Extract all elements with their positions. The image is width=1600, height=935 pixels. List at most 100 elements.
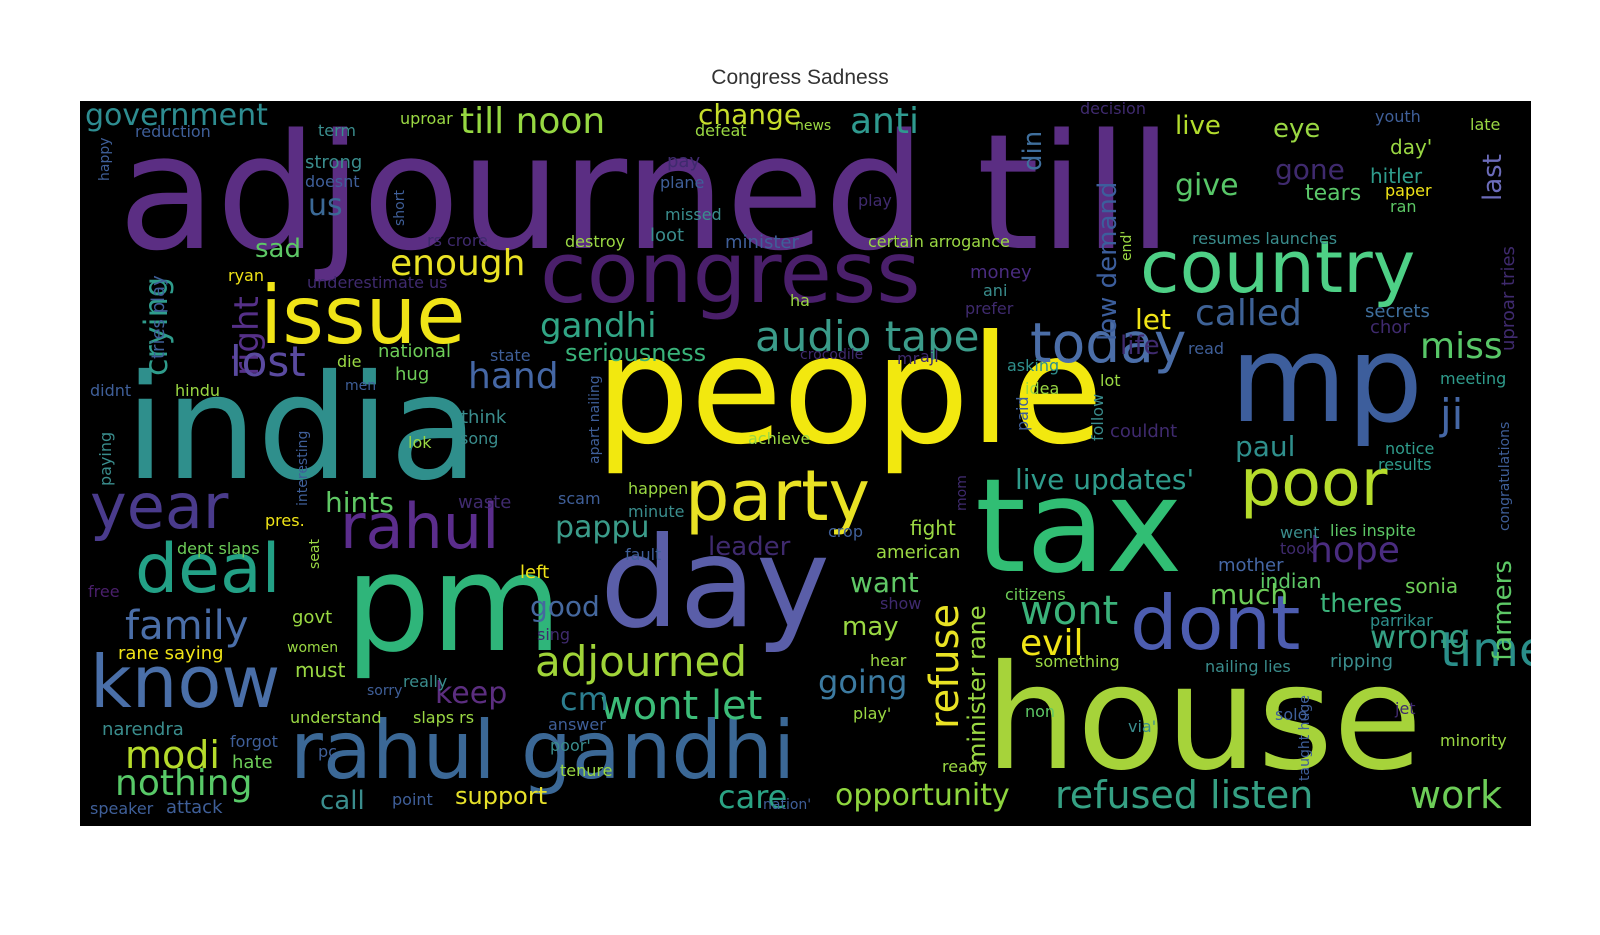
cloud-word: minute [628, 502, 685, 521]
cloud-word: ani [983, 281, 1008, 300]
cloud-word: sonia [1405, 574, 1459, 598]
cloud-word: mp [1230, 311, 1424, 450]
cloud-word: lok [408, 433, 432, 452]
cloud-word: anti [850, 101, 919, 142]
cloud-word: minority [1440, 731, 1507, 750]
cloud-word: ajl [920, 347, 939, 366]
cloud-word: lies inspite [1330, 521, 1416, 540]
cloud-word: rahul [340, 490, 500, 563]
cloud-word: country [1140, 225, 1416, 309]
cloud-word: scam [558, 489, 601, 508]
cloud-word: play' [853, 704, 892, 723]
cloud-word: achieve [748, 429, 811, 448]
cloud-word: year [90, 470, 229, 543]
cloud-word: tax [975, 450, 1183, 602]
cloud-word: prefer [965, 299, 1014, 318]
cloud-word: gandhi [540, 306, 657, 346]
cloud-word: govt [292, 607, 333, 628]
cloud-word: adjourned [535, 637, 748, 686]
cloud-word: refuse [922, 603, 968, 729]
cloud-word: news [795, 118, 832, 134]
cloud-word: pay [667, 151, 701, 172]
cloud-word: government [85, 101, 268, 133]
cloud-word: jet [1395, 699, 1416, 718]
cloud-word: apart nailing [587, 375, 603, 464]
cloud-word: house [985, 634, 1423, 803]
cloud-word: something [1035, 652, 1120, 671]
cloud-word: national [378, 341, 451, 362]
cloud-word: give [1175, 168, 1239, 203]
cloud-word: must [295, 658, 346, 682]
cloud-word: nailing lies [1205, 657, 1291, 676]
cloud-word: tenure [560, 761, 613, 780]
cloud-word: called [1195, 293, 1302, 334]
cloud-word: sing [537, 625, 571, 644]
cloud-word: want [850, 566, 919, 599]
cloud-word: think [461, 407, 507, 428]
cloud-word: ha [790, 291, 810, 310]
cloud-word: sad [255, 234, 301, 264]
cloud-word: evil [1020, 623, 1084, 664]
cloud-word: indian [1260, 569, 1322, 593]
cloud-word: attack [166, 797, 223, 818]
cloud-word: hitler [1370, 164, 1423, 188]
cloud-word: citizens [1005, 585, 1066, 604]
cloud-word: late [1470, 115, 1501, 134]
cloud-word: resumes launches [1192, 229, 1338, 248]
cloud-word: read [1188, 339, 1225, 358]
cloud-word: modi [125, 733, 220, 777]
cloud-word: hand [468, 356, 559, 397]
cloud-word: hindu [175, 381, 221, 400]
cloud-word: live [1175, 111, 1221, 141]
cloud-word: pres. [265, 511, 305, 530]
cloud-word: took [1280, 539, 1316, 558]
cloud-word: pc [318, 742, 337, 761]
cloud-word: ready [942, 757, 988, 776]
cloud-word: may [842, 612, 899, 642]
cloud-word: mother [1218, 555, 1284, 576]
cloud-word: uproar [400, 109, 453, 128]
cloud-word: hate [232, 752, 273, 773]
cloud-word: tries play [148, 275, 169, 359]
cloud-word: time [1440, 622, 1531, 678]
cloud-word: wrong [1370, 618, 1469, 656]
cloud-word: issue [260, 269, 466, 362]
cloud-word: paul [1235, 430, 1296, 463]
cloud-word: low demand [1093, 181, 1123, 341]
cloud-word: seriousness [565, 339, 707, 367]
cloud-word: nothing [115, 763, 253, 804]
cloud-word: adjourned till [118, 101, 1173, 286]
cloud-word: destroy [565, 232, 626, 251]
cloud-word: leader [708, 532, 791, 562]
cloud-word: answer [548, 715, 606, 734]
cloud-word: understand [290, 708, 382, 727]
cloud-word: deal [135, 530, 281, 609]
cloud-word: change [698, 101, 802, 131]
cloud-word: know [90, 640, 281, 724]
cloud-word: hear [870, 651, 907, 670]
cloud-word: chor [1370, 317, 1410, 338]
cloud-word: youth [1375, 107, 1421, 126]
cloud-word: hug [395, 364, 430, 385]
cloud-word: good [530, 590, 600, 623]
cloud-word: call [320, 786, 365, 816]
cloud-word: minister [725, 232, 799, 253]
cloud-word: till noon [460, 101, 606, 142]
cloud-word: cm [560, 680, 609, 718]
cloud-word: day [600, 511, 830, 656]
cloud-word: ran [1390, 197, 1417, 216]
cloud-word: support [455, 782, 548, 810]
cloud-word: money [970, 262, 1032, 283]
cloud-word: seat [307, 539, 323, 569]
cloud-word: meeting [1440, 369, 1507, 388]
cloud-word: interesting [295, 430, 311, 506]
cloud-word: going [818, 663, 908, 701]
cloud-word: miss [1420, 326, 1503, 367]
cloud-word: slaps rs [413, 708, 475, 727]
cloud-word: farmers [1488, 560, 1518, 661]
cloud-word: secrets [1365, 301, 1430, 322]
cloud-word: went [1280, 523, 1320, 542]
cloud-word: forgot [230, 732, 278, 751]
cloud-word: lost [230, 337, 306, 386]
cloud-word: certain arrogance [868, 232, 1010, 251]
